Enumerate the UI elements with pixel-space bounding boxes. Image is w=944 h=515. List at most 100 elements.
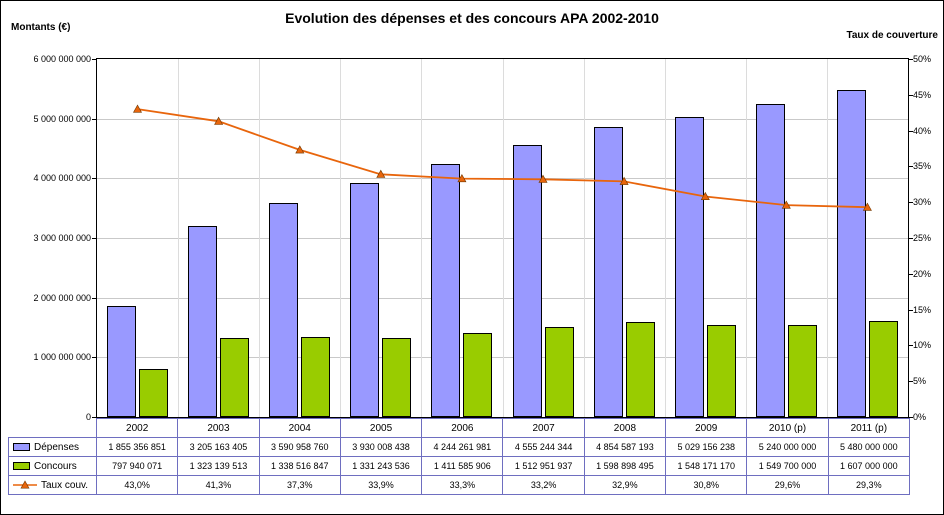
bar-depenses-2006	[431, 163, 461, 417]
right-axis-tick-label: 40%	[913, 125, 932, 136]
table-row-depenses: Dépenses 1 855 356 851 3 205 163 405 3 590 …	[8, 437, 910, 457]
value-cell-depenses-2006: 4 244 261 981	[421, 437, 504, 457]
vertical-gridline	[502, 59, 504, 417]
value-cell-concours-2008: 1 598 898 495	[583, 456, 667, 476]
left-axis-tick-label: 1 000 000 000	[33, 352, 91, 363]
vertical-gridline	[178, 59, 180, 417]
bar-concours-2010	[787, 324, 817, 417]
legend-cell-taux-couv: Taux couv.	[8, 475, 97, 495]
right-axis-tick-label: 35%	[913, 161, 932, 172]
value-cell-taux-couv-2008: 32,9%	[583, 475, 667, 495]
bar-depenses-2009	[674, 116, 704, 417]
category-label: 2005	[339, 418, 423, 438]
value-cell-depenses-2004: 3 590 958 760	[258, 437, 341, 457]
value-cell-concours-2002: 797 940 071	[95, 456, 179, 476]
left-axis-tick-mark	[92, 238, 96, 239]
concours-swatch-icon	[13, 462, 30, 470]
value-cell-concours-2003: 1 323 139 513	[177, 456, 260, 476]
bar-depenses-2005	[350, 182, 380, 417]
value-cell-depenses-2003: 3 205 163 405	[177, 437, 260, 457]
right-axis-tick-mark	[908, 345, 913, 347]
legend-key-concours: Concours	[10, 461, 95, 472]
right-axis-tick-mark	[908, 238, 913, 239]
bar-concours-2011	[868, 321, 898, 417]
value-cell-depenses-2009: 5 029 156 238	[665, 437, 748, 457]
value-cell-taux-couv-2003: 41,3%	[177, 475, 260, 495]
category-label: 2006	[421, 418, 504, 438]
value-cell-depenses-2007: 4 555 244 344	[502, 437, 585, 457]
table-row-taux-couv: Taux couv. 43,0% 41,3% 37,3% 33,9% 33,3% 33,2%…	[8, 475, 910, 495]
legend-label-depenses: Dépenses	[34, 441, 80, 453]
right-axis-tick-mark	[908, 417, 913, 418]
bar-depenses-2008	[593, 127, 623, 417]
left-axis-tick-mark	[92, 297, 96, 299]
legend-label-taux-couv: Taux couv.	[41, 479, 89, 491]
vertical-gridline	[583, 59, 585, 417]
value-cell-concours-2006: 1 411 585 906	[421, 456, 504, 476]
left-axis-tick-label: 6 000 000 000	[33, 54, 91, 64]
right-axis-tick-label: 0%	[913, 412, 927, 422]
legend-key-depenses: Dépenses	[10, 442, 95, 453]
value-cell-depenses-2002: 1 855 356 851	[95, 437, 179, 457]
bar-depenses-2010	[755, 104, 785, 417]
category-label: 2007	[502, 418, 585, 438]
bar-concours-2003	[220, 338, 250, 417]
left-axis-tick-label: 2 000 000 000	[33, 292, 91, 303]
right-axis-tick-label: 5%	[913, 376, 927, 387]
depenses-swatch-icon	[13, 443, 30, 451]
category-label: 2002	[95, 418, 179, 438]
bar-depenses-2002	[107, 306, 136, 417]
value-cell-concours-2004: 1 338 516 847	[258, 456, 341, 476]
category-label: 2003	[177, 418, 260, 438]
table-row-concours: Concours 797 940 071 1 323 139 513 1 338 51…	[8, 456, 910, 476]
right-axis-tick-mark	[908, 94, 913, 96]
vertical-gridline	[340, 59, 342, 417]
legend-key-taux-couv: Taux couv.	[10, 480, 95, 491]
right-axis-tick-label: 45%	[913, 89, 932, 100]
vertical-gridline	[745, 59, 747, 417]
bar-concours-2002	[139, 369, 168, 417]
vertical-gridline	[421, 59, 423, 417]
left-axis-tick-mark	[92, 178, 96, 180]
left-axis-tick-label: 0	[85, 412, 91, 422]
right-axis-tick-mark	[908, 202, 913, 204]
value-cell-taux-couv-2006: 33,3%	[421, 475, 504, 495]
bar-concours-2004	[301, 337, 331, 417]
right-axis-tick-mark	[908, 381, 913, 383]
data-table: 2002 2003 2004 2005 2006 2007 2008 2009 2010 (p)…	[8, 418, 910, 495]
legend-cell-concours: Concours	[8, 456, 97, 476]
value-cell-concours-2005: 1 331 243 536	[339, 456, 423, 476]
value-cell-taux-couv-2004: 37,3%	[258, 475, 341, 495]
left-axis-tick-mark	[92, 417, 96, 418]
legend-cell-depenses: Dépenses	[8, 437, 97, 457]
value-cell-taux-couv-2002: 43,0%	[95, 475, 179, 495]
value-cell-taux-couv-2007: 33,2%	[502, 475, 585, 495]
right-axis-tick-label: 30%	[913, 197, 932, 208]
triangle-marker-2005	[376, 169, 386, 178]
right-axis-tick-mark	[908, 166, 913, 168]
category-label: 2004	[258, 418, 341, 438]
bar-concours-2005	[382, 337, 412, 417]
left-axis-tick-mark	[92, 357, 96, 359]
triangle-marker-2002	[132, 104, 143, 113]
right-axis-tick-label: 20%	[913, 268, 932, 279]
right-axis-title: Taux de couverture	[846, 30, 938, 41]
value-cell-depenses-2008: 4 854 587 193	[583, 437, 667, 457]
left-axis-title: Montants (€)	[11, 22, 71, 33]
right-axis-tick-mark	[908, 309, 913, 311]
value-cell-concours-2011: 1 607 000 000	[827, 456, 910, 476]
left-axis-tick-mark	[92, 118, 96, 120]
left-axis-tick-label: 4 000 000 000	[33, 173, 91, 184]
triangle-marker-2004	[295, 145, 305, 154]
taux-couv-line-marker-icon	[13, 480, 37, 490]
legend-label-concours: Concours	[34, 460, 77, 472]
left-axis-tick-label: 3 000 000 000	[33, 233, 91, 243]
vertical-gridline	[826, 59, 828, 417]
right-axis-tick-mark	[908, 59, 913, 60]
value-cell-depenses-2011: 5 480 000 000	[827, 437, 910, 457]
plot-area	[96, 58, 909, 418]
bar-concours-2007	[544, 326, 574, 417]
right-axis-tick-label: 15%	[913, 304, 932, 315]
right-axis-tick-label: 50%	[913, 54, 932, 64]
right-axis-tick-mark	[908, 273, 913, 275]
